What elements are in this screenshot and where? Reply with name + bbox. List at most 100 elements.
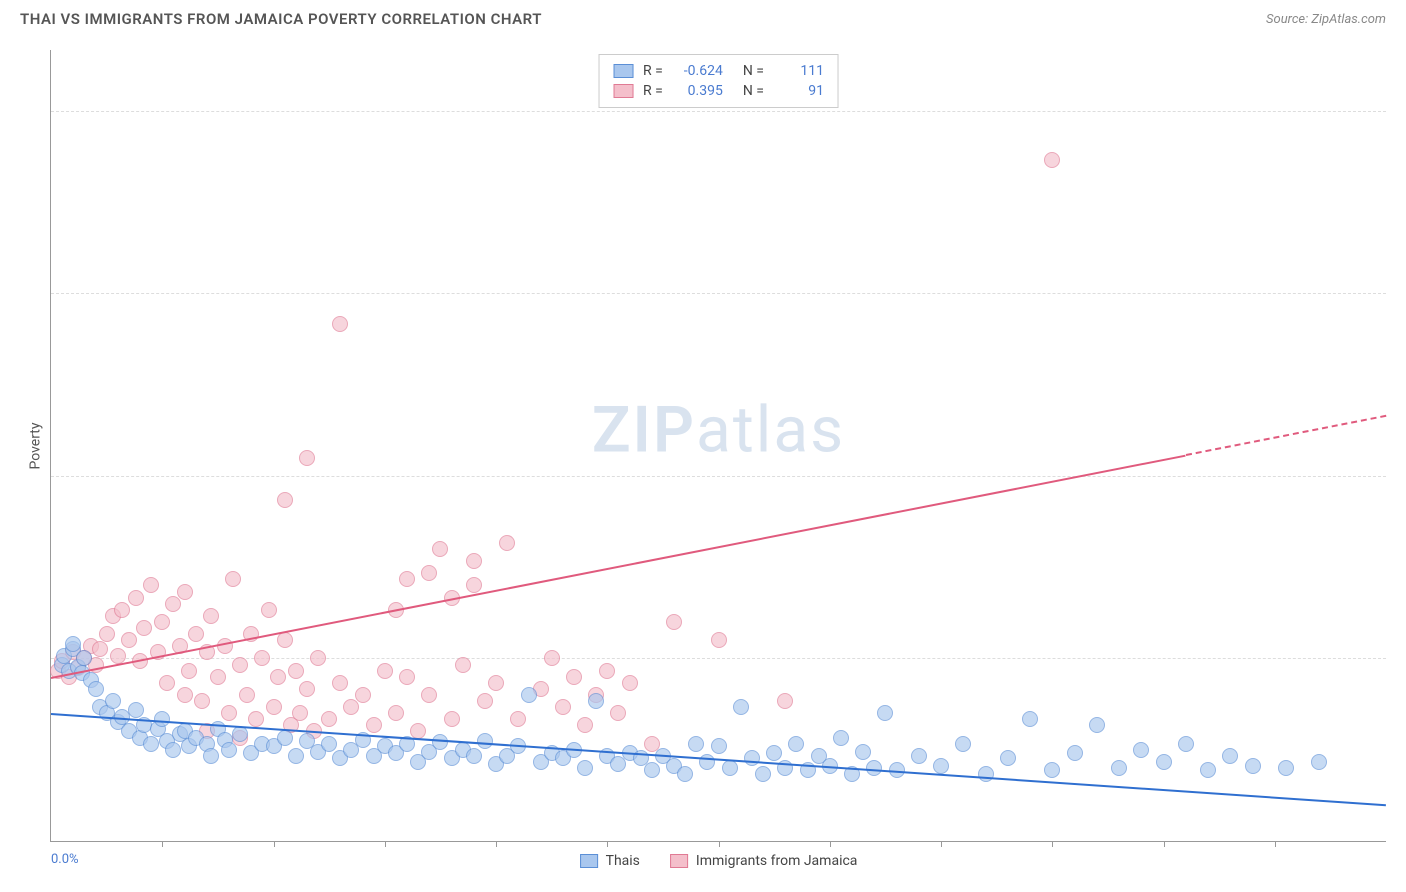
gridline bbox=[51, 658, 1386, 659]
trendline-jamaica bbox=[51, 454, 1186, 678]
point-jamaica bbox=[321, 711, 337, 727]
legend-swatch bbox=[580, 854, 598, 868]
legend-series: Thais Immigrants from Jamaica bbox=[580, 853, 858, 869]
point-jamaica bbox=[188, 626, 204, 642]
point-thais bbox=[1278, 760, 1294, 776]
point-jamaica bbox=[544, 650, 560, 666]
point-jamaica bbox=[143, 577, 159, 593]
point-jamaica bbox=[99, 626, 115, 642]
point-jamaica bbox=[232, 657, 248, 673]
point-thais bbox=[722, 760, 738, 776]
x-tick bbox=[941, 841, 942, 847]
x-tick bbox=[496, 841, 497, 847]
x-tick bbox=[830, 841, 831, 847]
point-jamaica bbox=[92, 641, 108, 657]
x-tick bbox=[385, 841, 386, 847]
legend-r-value: 0.395 bbox=[673, 83, 723, 99]
legend-row: R = 0.395 N = 91 bbox=[613, 81, 824, 101]
x-tick bbox=[162, 841, 163, 847]
legend-item: Immigrants from Jamaica bbox=[670, 853, 858, 869]
point-jamaica bbox=[488, 675, 504, 691]
point-jamaica bbox=[136, 620, 152, 636]
point-jamaica bbox=[777, 693, 793, 709]
source-label: Source: ZipAtlas.com bbox=[1266, 12, 1386, 27]
point-jamaica bbox=[499, 535, 515, 551]
trendline-jamaica bbox=[1186, 415, 1387, 456]
point-thais bbox=[1133, 742, 1149, 758]
point-jamaica bbox=[1044, 152, 1060, 168]
point-jamaica bbox=[299, 681, 315, 697]
point-thais bbox=[744, 750, 760, 766]
x-axis-max-label: 60.0% bbox=[1391, 852, 1406, 867]
point-thais bbox=[978, 766, 994, 782]
point-thais bbox=[1022, 711, 1038, 727]
point-thais bbox=[577, 760, 593, 776]
point-thais bbox=[1089, 717, 1105, 733]
legend-row: R =-0.624N =111 bbox=[613, 61, 824, 81]
point-thais bbox=[105, 693, 121, 709]
point-thais bbox=[699, 754, 715, 770]
point-thais bbox=[933, 758, 949, 774]
x-tick bbox=[1164, 841, 1165, 847]
legend-correlation: R =-0.624N =111 R = 0.395 N = 91 bbox=[598, 54, 839, 108]
legend-label: Immigrants from Jamaica bbox=[696, 853, 858, 869]
point-jamaica bbox=[128, 590, 144, 606]
point-thais bbox=[855, 744, 871, 760]
legend-item: Thais bbox=[580, 853, 640, 869]
chart-title: THAI VS IMMIGRANTS FROM JAMAICA POVERTY … bbox=[20, 10, 542, 28]
point-thais bbox=[432, 734, 448, 750]
point-thais bbox=[788, 736, 804, 752]
point-jamaica bbox=[432, 541, 448, 557]
point-jamaica bbox=[466, 553, 482, 569]
point-thais bbox=[165, 742, 181, 758]
legend-n-label: N = bbox=[743, 83, 764, 99]
legend-label: Thais bbox=[606, 853, 640, 869]
point-jamaica bbox=[510, 711, 526, 727]
point-jamaica bbox=[159, 675, 175, 691]
legend-n-value: 111 bbox=[774, 63, 824, 79]
y-axis-label: Poverty bbox=[28, 422, 44, 469]
point-jamaica bbox=[221, 705, 237, 721]
gridline bbox=[51, 476, 1386, 477]
point-thais bbox=[711, 738, 727, 754]
watermark: ZIPatlas bbox=[592, 392, 845, 467]
point-thais bbox=[1111, 760, 1127, 776]
point-jamaica bbox=[270, 669, 286, 685]
point-jamaica bbox=[177, 687, 193, 703]
point-jamaica bbox=[399, 571, 415, 587]
point-jamaica bbox=[288, 663, 304, 679]
point-thais bbox=[955, 736, 971, 752]
point-thais bbox=[833, 730, 849, 746]
gridline bbox=[51, 293, 1386, 294]
point-thais bbox=[1067, 745, 1083, 761]
point-thais bbox=[688, 736, 704, 752]
point-jamaica bbox=[666, 614, 682, 630]
point-thais bbox=[221, 742, 237, 758]
y-tick-label: 60.0% bbox=[1391, 103, 1406, 118]
point-jamaica bbox=[566, 669, 582, 685]
point-thais bbox=[766, 745, 782, 761]
x-tick bbox=[274, 841, 275, 847]
point-jamaica bbox=[366, 717, 382, 733]
point-jamaica bbox=[466, 577, 482, 593]
point-thais bbox=[1000, 750, 1016, 766]
x-tick bbox=[1052, 841, 1053, 847]
point-thais bbox=[203, 748, 219, 764]
point-jamaica bbox=[225, 571, 241, 587]
legend-r-label: R = bbox=[643, 83, 663, 99]
point-jamaica bbox=[181, 663, 197, 679]
point-jamaica bbox=[203, 608, 219, 624]
point-jamaica bbox=[577, 717, 593, 733]
point-thais bbox=[128, 702, 144, 718]
point-thais bbox=[65, 636, 81, 652]
point-jamaica bbox=[292, 705, 308, 721]
point-thais bbox=[1200, 762, 1216, 778]
x-axis-min-label: 0.0% bbox=[51, 852, 79, 867]
y-tick-label: 30.0% bbox=[1391, 468, 1406, 483]
point-thais bbox=[76, 650, 92, 666]
point-jamaica bbox=[194, 693, 210, 709]
point-jamaica bbox=[711, 632, 727, 648]
point-thais bbox=[733, 699, 749, 715]
y-tick-label: 45.0% bbox=[1391, 286, 1406, 301]
legend-n-value: 91 bbox=[774, 83, 824, 99]
